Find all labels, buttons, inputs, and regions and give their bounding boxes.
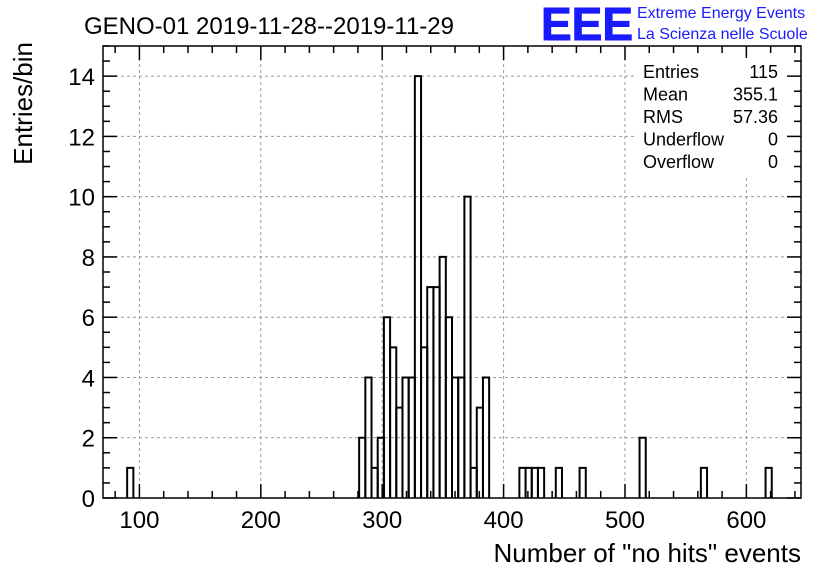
- stats-box: Entries 115 Mean 355.1 RMS 57.36 Underflow 0 Ove…: [637, 58, 785, 175]
- stats-label: RMS: [643, 107, 683, 127]
- logo-line-2: La Scienza nelle Scuole: [637, 26, 808, 43]
- y-tick-label: 12: [68, 124, 95, 151]
- stats-value: 115: [749, 62, 778, 82]
- histogram-bar: [554, 466, 563, 498]
- histogram-bar: [463, 195, 472, 498]
- x-axis-ticks: 100 200 300 400 500 600: [114, 46, 796, 534]
- y-tick-label: 14: [68, 64, 95, 91]
- stats-label: Overflow: [643, 152, 715, 172]
- y-axis-label: Entries/bin: [8, 42, 38, 165]
- stats-value: 0: [768, 130, 778, 150]
- stats-label: Underflow: [643, 130, 725, 150]
- y-axis-ticks: 0 2 4 6 8 10 12 14: [68, 45, 801, 513]
- stats-value: 0: [768, 152, 778, 172]
- histogram-bar: [126, 466, 135, 498]
- stats-value: 355.1: [733, 85, 778, 105]
- histogram-bar: [364, 376, 373, 498]
- histogram-bar: [578, 466, 587, 498]
- y-tick-label: 0: [82, 486, 95, 513]
- logo-mark: EEE: [541, 0, 633, 50]
- histogram-bar: [764, 466, 773, 498]
- x-tick-label: 100: [119, 507, 159, 534]
- histogram-bar: [481, 376, 491, 498]
- x-tick-label: 200: [241, 507, 281, 534]
- histogram-bar: [536, 466, 546, 498]
- histogram-outline: [126, 75, 773, 498]
- logo-line-1: Extreme Energy Events: [637, 5, 805, 22]
- chart-title: GENO-01 2019-11-28--2019-11-29: [84, 13, 454, 40]
- y-tick-label: 2: [82, 426, 95, 453]
- x-tick-label: 600: [726, 507, 766, 534]
- stats-label: Entries: [643, 62, 699, 82]
- stats-box-background: [637, 58, 785, 175]
- stats-value: 57.36: [733, 107, 778, 127]
- histogram-bar: [638, 436, 647, 498]
- x-tick-label: 500: [605, 507, 645, 534]
- x-axis-label: Number of "no hits" events: [494, 538, 802, 568]
- y-tick-label: 6: [82, 305, 95, 332]
- histogram-bar: [413, 75, 423, 498]
- x-tick-label: 300: [362, 507, 402, 534]
- eee-logo: EEE Extreme Energy Events La Scienza nel…: [541, 0, 808, 51]
- x-tick-label: 400: [484, 507, 524, 534]
- y-tick-label: 8: [82, 245, 95, 272]
- histogram-bar: [699, 466, 709, 498]
- y-tick-label: 10: [68, 185, 95, 212]
- y-tick-label: 4: [82, 365, 95, 392]
- stats-label: Mean: [643, 85, 688, 105]
